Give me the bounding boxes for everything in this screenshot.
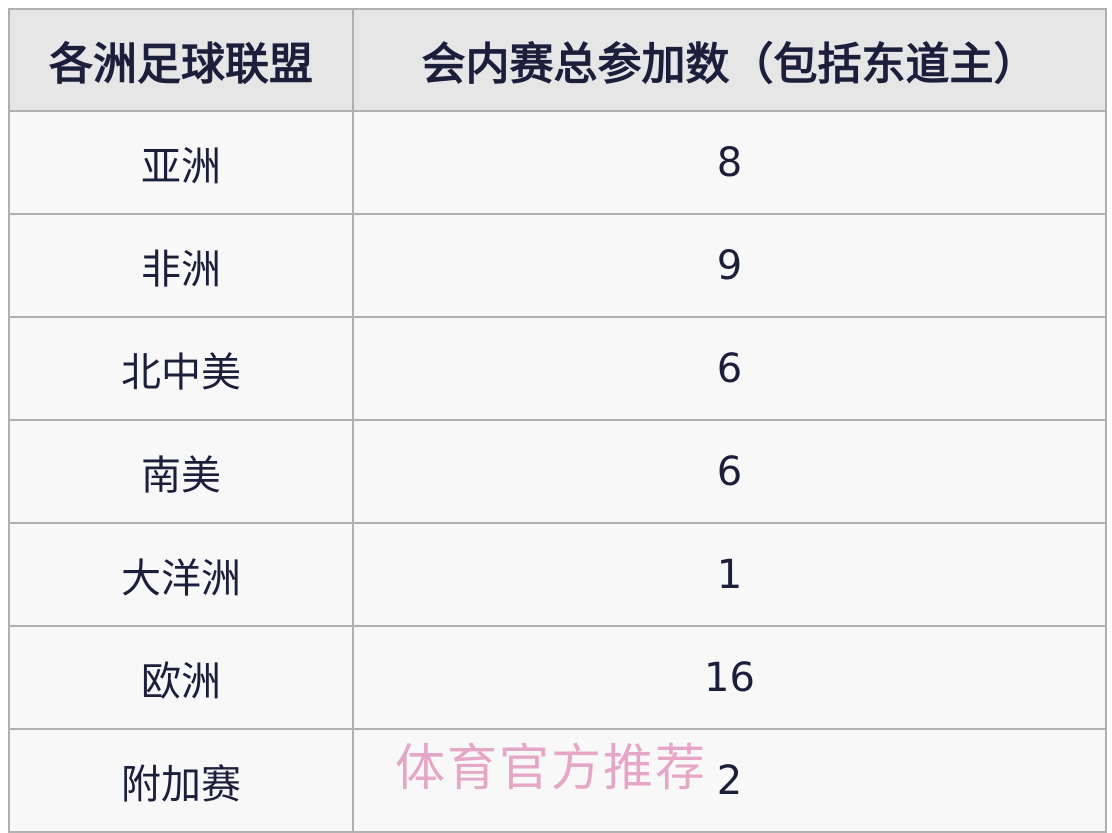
count-cell: 8 <box>352 110 1107 215</box>
confederation-cell: 欧洲 <box>8 625 354 730</box>
header-cell: 会内赛总参加数（包括东道主） <box>352 8 1107 112</box>
header-cell: 各洲足球联盟 <box>8 8 354 112</box>
confederation-cell: 大洋洲 <box>8 522 354 627</box>
count-cell: 9 <box>352 213 1107 318</box>
table-row: 南美 6 <box>8 419 1107 524</box>
watermark: 体育官方推荐 <box>395 739 707 797</box>
table-row: 欧洲 16 <box>8 625 1107 730</box>
count-cell: 16 <box>352 625 1107 730</box>
header-row: 各洲足球联盟 会内赛总参加数（包括东道主） <box>8 8 1107 112</box>
count-cell: 6 <box>352 316 1107 421</box>
confederation-cell: 附加赛 <box>8 728 354 833</box>
confederation-cell: 亚洲 <box>8 110 354 215</box>
table-body: 亚洲 8 非洲 9 北中美 6 南美 6 大洋洲 1 欧洲 16 附加赛 2 <box>8 110 1107 833</box>
page: 各洲足球联盟 会内赛总参加数（包括东道主） 亚洲 8 非洲 9 北中美 6 南美 6 大洋洲 1 欧… <box>8 8 1107 833</box>
table-row: 非洲 9 <box>8 213 1107 318</box>
table-row: 北中美 6 <box>8 316 1107 421</box>
table: 各洲足球联盟 会内赛总参加数（包括东道主） 亚洲 8 非洲 9 北中美 6 南美 6 大洋洲 1 欧… <box>8 8 1107 833</box>
count-cell: 6 <box>352 419 1107 524</box>
confederation-cell: 南美 <box>8 419 354 524</box>
confederation-cell: 北中美 <box>8 316 354 421</box>
count-cell: 1 <box>352 522 1107 627</box>
table-row: 大洋洲 1 <box>8 522 1107 627</box>
confederation-cell: 非洲 <box>8 213 354 318</box>
table-row: 亚洲 8 <box>8 110 1107 215</box>
